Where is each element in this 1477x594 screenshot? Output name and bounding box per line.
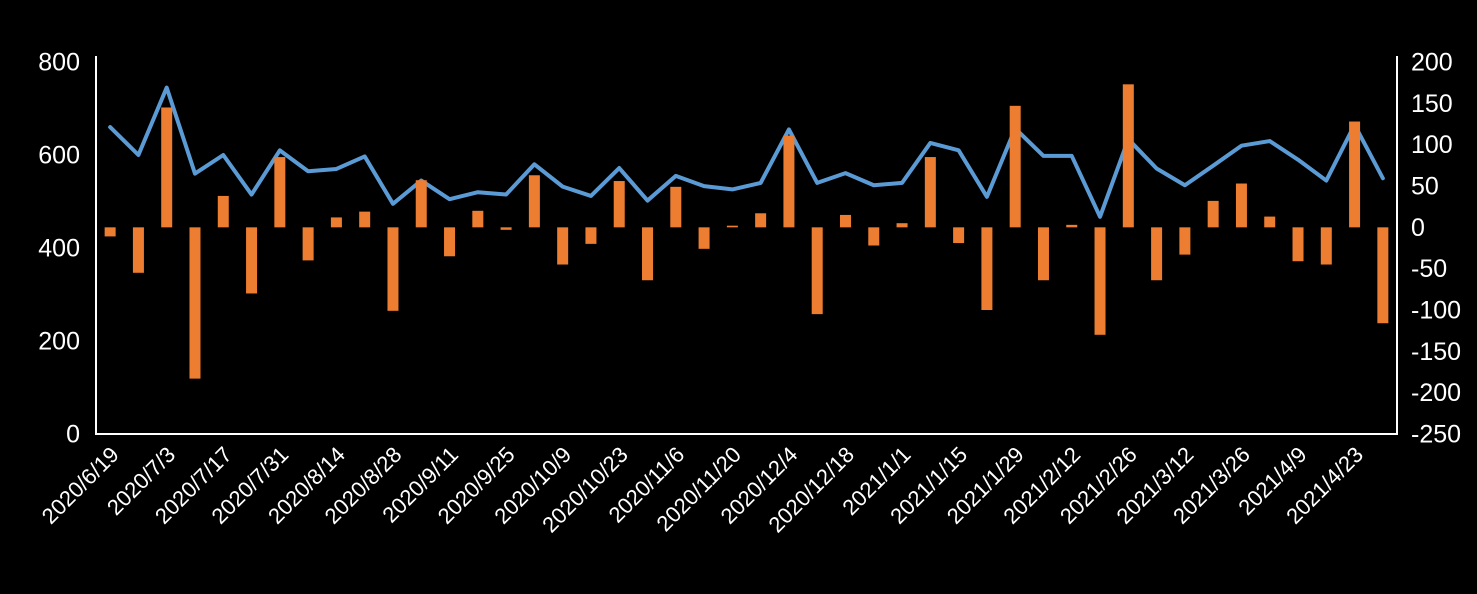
bar — [642, 227, 654, 281]
right-axis-tick-label: -100 — [1411, 297, 1461, 325]
bar — [132, 227, 144, 273]
bar — [1151, 227, 1163, 281]
bar — [217, 195, 229, 228]
bar — [1377, 227, 1389, 324]
bar — [302, 227, 314, 261]
right-axis-tick-label: -200 — [1411, 379, 1461, 407]
bar — [896, 223, 908, 228]
bar — [1207, 200, 1219, 228]
bar — [924, 157, 936, 228]
bar — [1292, 227, 1304, 262]
bar — [726, 225, 738, 228]
bar — [387, 227, 399, 311]
bar — [953, 227, 965, 244]
bar — [670, 186, 682, 228]
left-axis-tick-label: 0 — [66, 421, 80, 449]
bar — [981, 227, 993, 310]
bar — [1264, 216, 1276, 228]
right-axis-tick-label: 0 — [1411, 214, 1425, 242]
bar — [1349, 121, 1361, 228]
bar — [585, 227, 597, 244]
bar — [783, 135, 795, 228]
bar — [500, 227, 512, 230]
bar — [1094, 227, 1106, 335]
right-axis-tick-label: 100 — [1411, 131, 1453, 159]
bar — [613, 181, 625, 228]
right-axis-tick-label: -50 — [1411, 255, 1447, 283]
bar — [1009, 105, 1021, 228]
bar — [1122, 84, 1134, 228]
bar — [415, 180, 427, 228]
bar — [359, 211, 371, 228]
bar — [330, 217, 342, 228]
bar — [1179, 227, 1191, 255]
right-axis-tick-label: 200 — [1411, 49, 1453, 77]
left-axis-tick-label: 600 — [38, 142, 80, 170]
right-axis-tick-label: -150 — [1411, 338, 1461, 366]
bar — [1037, 227, 1049, 281]
left-axis-tick-label: 800 — [38, 49, 80, 77]
bar — [189, 227, 201, 379]
right-axis-tick-label: -250 — [1411, 421, 1461, 449]
bar — [1320, 227, 1332, 265]
bar — [755, 213, 767, 228]
bar — [811, 227, 823, 315]
bar — [274, 157, 286, 228]
left-axis-tick-label: 400 — [38, 235, 80, 263]
bar — [839, 214, 851, 228]
bar — [868, 227, 880, 246]
bar — [246, 227, 258, 294]
bar — [104, 227, 116, 237]
bar — [444, 227, 456, 257]
bar — [698, 227, 710, 249]
bar — [472, 210, 484, 228]
bar — [1066, 224, 1078, 228]
left-axis-tick-label: 200 — [38, 328, 80, 356]
bar — [528, 175, 540, 228]
bar — [161, 107, 173, 228]
right-axis-tick-label: 50 — [1411, 173, 1439, 201]
bar — [557, 227, 569, 265]
line-series — [108, 85, 1385, 219]
bar — [1235, 183, 1247, 228]
right-axis-tick-label: 150 — [1411, 90, 1453, 118]
